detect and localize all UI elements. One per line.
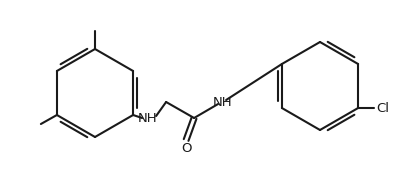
Text: O: O [181,142,191,155]
Text: NH: NH [212,95,232,108]
Text: NH: NH [137,111,157,124]
Text: Cl: Cl [376,102,389,115]
